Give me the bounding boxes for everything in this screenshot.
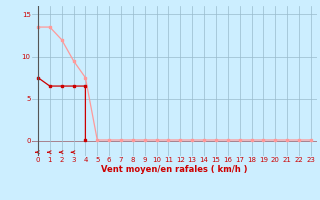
- X-axis label: Vent moyen/en rafales ( km/h ): Vent moyen/en rafales ( km/h ): [101, 165, 248, 174]
